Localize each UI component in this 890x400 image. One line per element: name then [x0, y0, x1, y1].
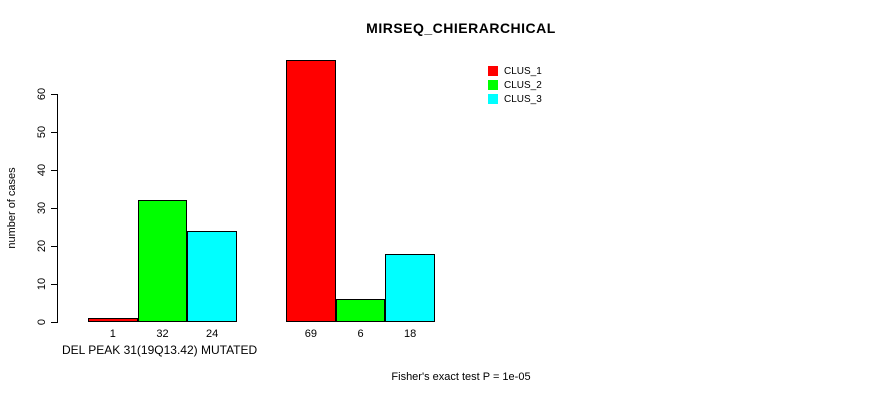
legend-label: CLUS_1 [504, 65, 542, 77]
bar-clus_1-group1 [88, 318, 138, 322]
y-axis-label: number of cases [6, 167, 18, 249]
legend-row-clus_3: CLUS_3 [488, 92, 542, 106]
x-axis-label: DEL PEAK 31(19Q13.42) MUTATED [62, 343, 258, 357]
y-tick [51, 131, 58, 133]
chart-title: MIRSEQ_CHIERARCHICAL [366, 20, 556, 36]
legend-label: CLUS_2 [504, 79, 542, 91]
bar-clus_2-group1 [137, 200, 188, 322]
y-tick [51, 283, 58, 285]
bar-value-label: 69 [304, 328, 317, 340]
bar-clus_2-group2 [335, 299, 386, 322]
y-tick [51, 321, 58, 323]
bar-clus_3-group1 [187, 230, 237, 322]
y-tick [51, 93, 58, 95]
y-tick [51, 169, 58, 171]
y-tick-label: 30 [36, 201, 48, 215]
bar-value-label: 24 [206, 328, 219, 340]
bar-value-label: 6 [357, 328, 364, 340]
y-tick-label: 20 [36, 239, 48, 253]
y-axis-line [57, 94, 58, 323]
y-tick-label: 60 [36, 87, 48, 101]
bar-value-label: 1 [109, 328, 116, 340]
legend-swatch [488, 94, 498, 104]
y-tick [51, 245, 58, 247]
y-tick [51, 207, 58, 209]
legend-swatch [488, 66, 498, 76]
bar-value-label: 32 [156, 328, 169, 340]
fisher-test-footnote: Fisher's exact test P = 1e-05 [391, 371, 531, 383]
legend-row-clus_1: CLUS_1 [488, 64, 542, 78]
legend-label: CLUS_3 [504, 93, 542, 105]
y-tick-label: 10 [36, 277, 48, 291]
legend-row-clus_2: CLUS_2 [488, 78, 542, 92]
bar-clus_1-group2 [286, 59, 336, 322]
bar-clus_3-group2 [385, 253, 435, 322]
y-tick-label: 40 [36, 163, 48, 177]
y-tick-label: 0 [36, 318, 48, 326]
bar-value-label: 18 [404, 328, 417, 340]
legend-swatch [488, 80, 498, 90]
y-tick-label: 50 [36, 125, 48, 139]
legend: CLUS_1 CLUS_2 CLUS_3 [488, 64, 542, 106]
